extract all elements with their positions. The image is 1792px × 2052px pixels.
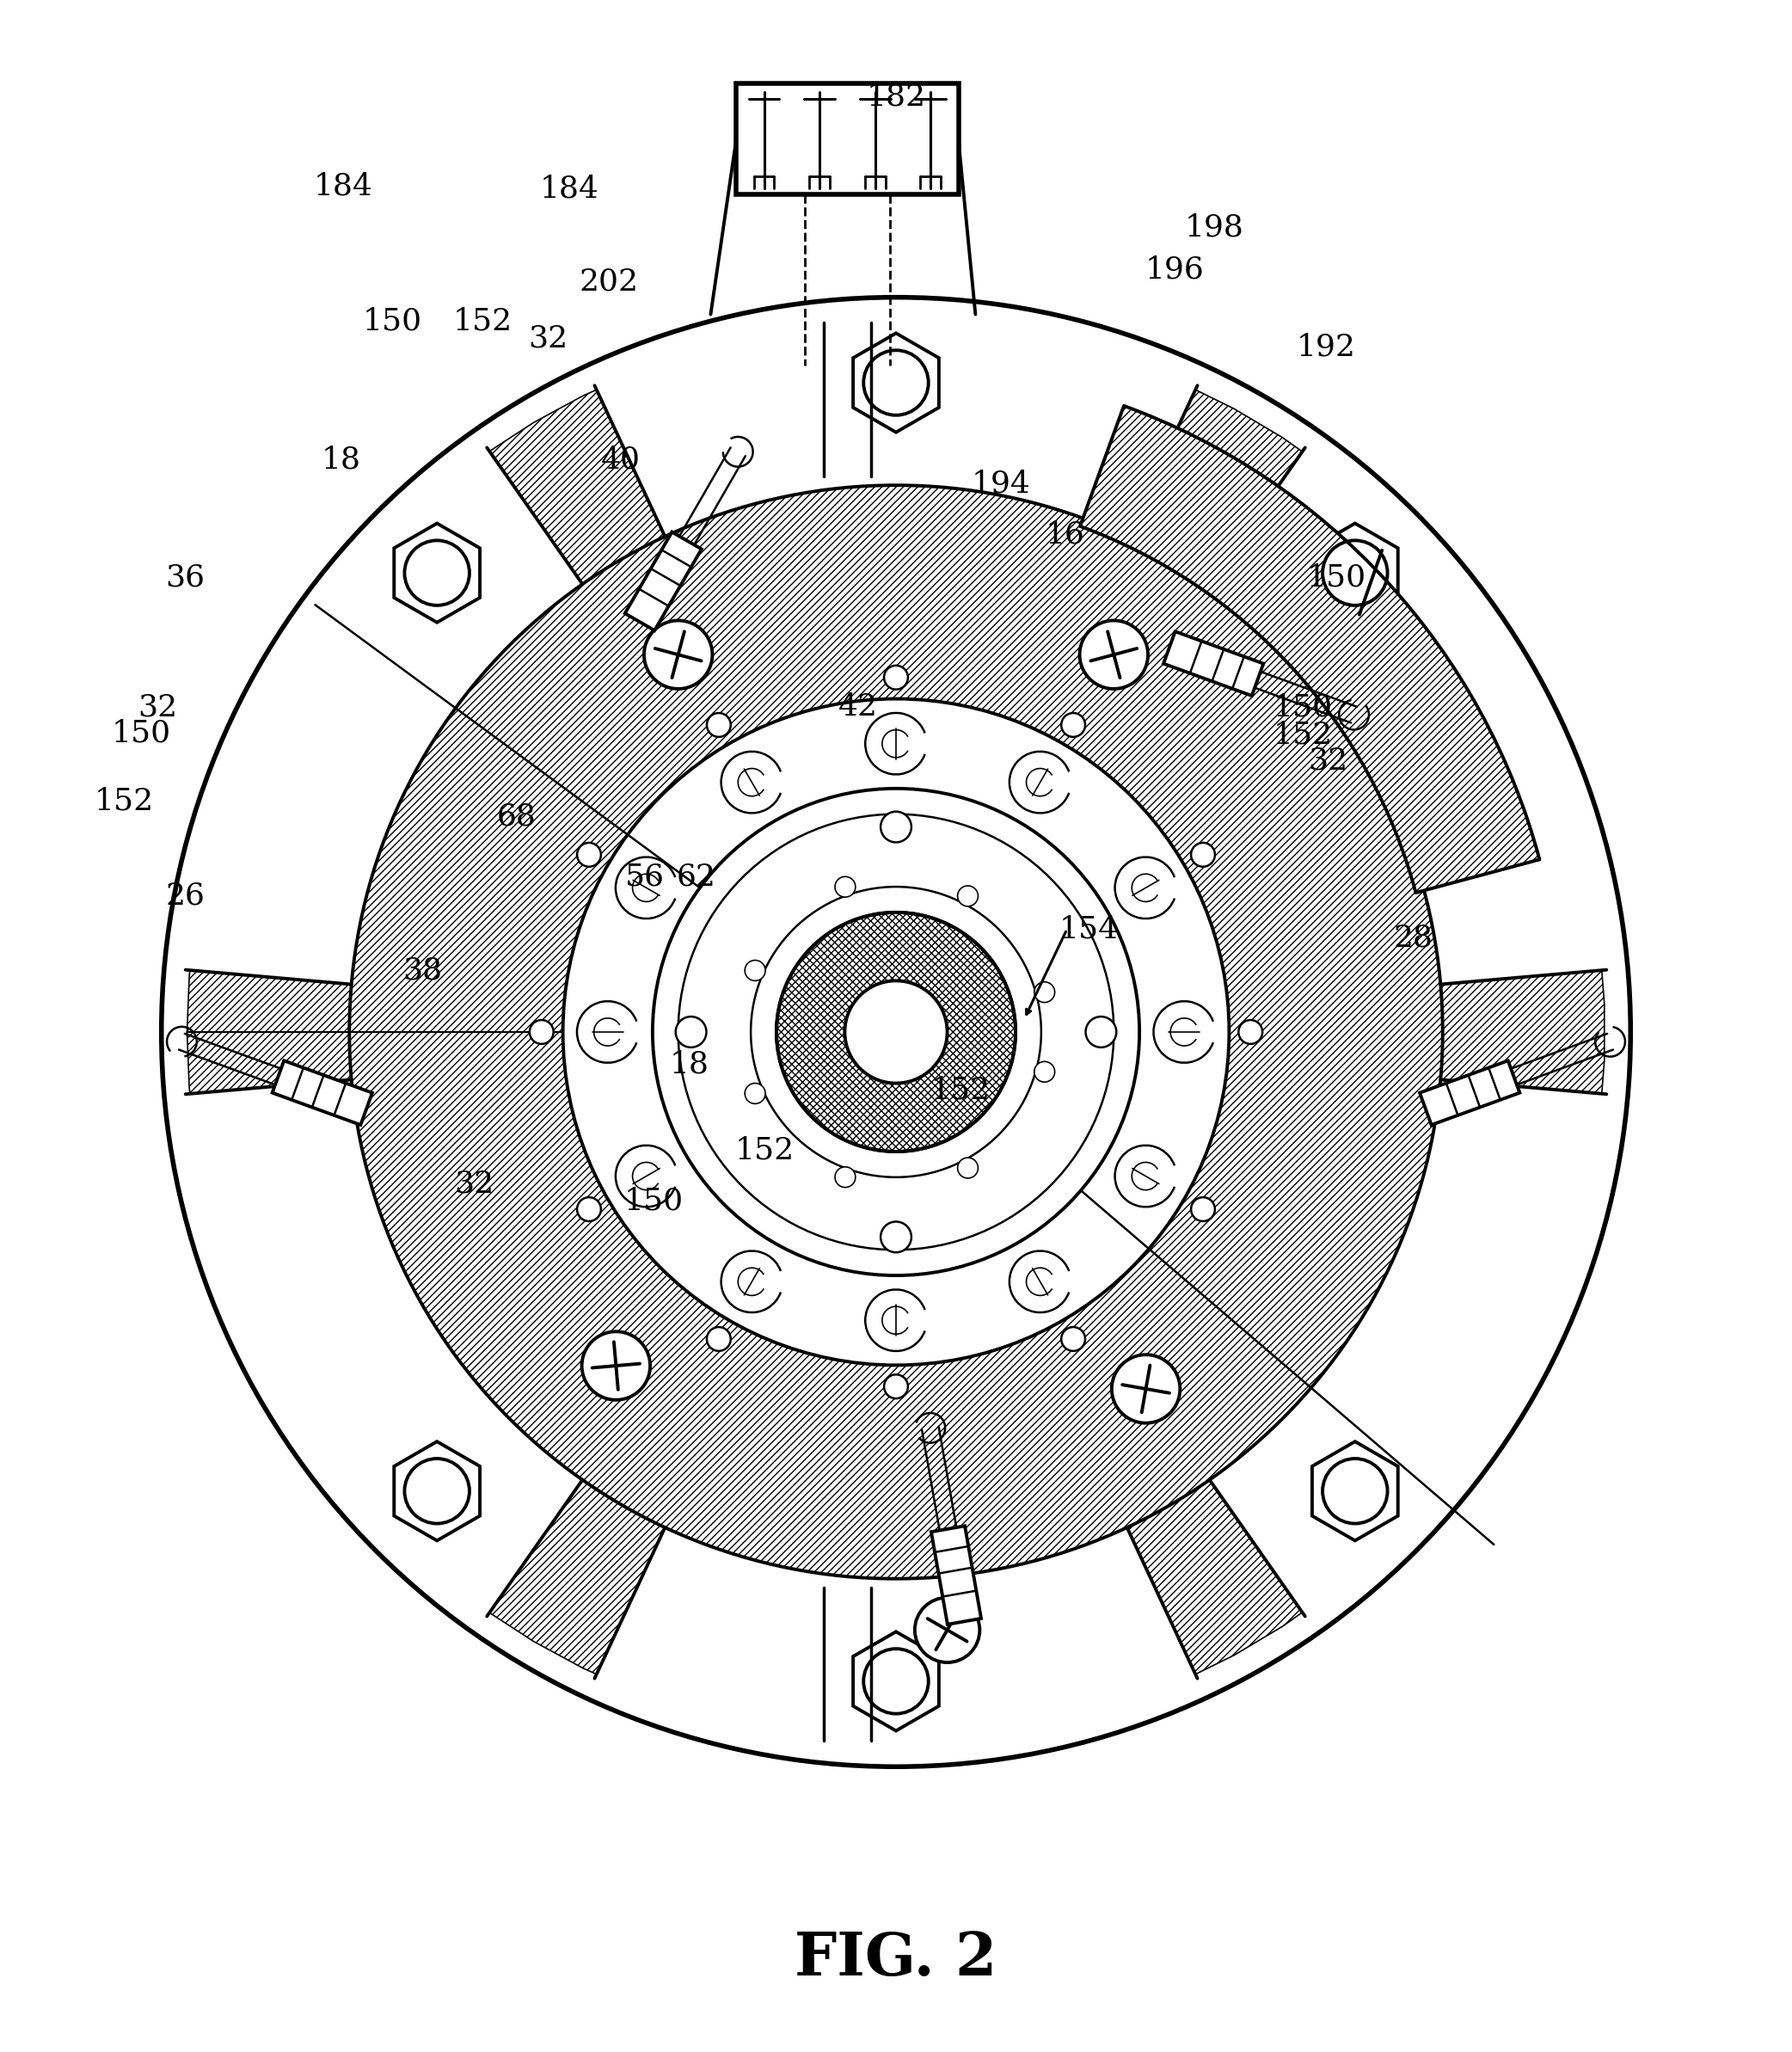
Text: 150: 150 xyxy=(624,1186,683,1215)
Circle shape xyxy=(880,1221,912,1252)
Text: 38: 38 xyxy=(403,956,443,985)
Circle shape xyxy=(1086,1016,1116,1047)
Circle shape xyxy=(835,876,855,897)
Circle shape xyxy=(706,1328,731,1350)
Circle shape xyxy=(864,1648,928,1713)
Circle shape xyxy=(1238,1020,1262,1044)
Circle shape xyxy=(1061,1328,1086,1350)
Circle shape xyxy=(745,1083,765,1104)
Polygon shape xyxy=(1081,406,1539,893)
Circle shape xyxy=(745,960,765,981)
Polygon shape xyxy=(1210,1079,1606,1617)
Text: 42: 42 xyxy=(839,694,878,722)
Polygon shape xyxy=(272,1061,373,1124)
Text: 184: 184 xyxy=(314,172,373,201)
Circle shape xyxy=(577,1196,600,1221)
Text: 26: 26 xyxy=(165,880,204,909)
Circle shape xyxy=(577,843,600,866)
Polygon shape xyxy=(186,447,582,985)
Text: 56: 56 xyxy=(625,862,665,891)
Circle shape xyxy=(835,1168,855,1188)
Circle shape xyxy=(1079,620,1149,689)
Polygon shape xyxy=(932,1527,982,1625)
Text: 150: 150 xyxy=(362,306,421,337)
Text: 152: 152 xyxy=(95,786,154,817)
Circle shape xyxy=(957,886,978,907)
Text: 202: 202 xyxy=(579,267,638,298)
Text: 32: 32 xyxy=(138,694,177,722)
Text: 28: 28 xyxy=(1394,923,1434,952)
Polygon shape xyxy=(1419,1061,1520,1124)
Text: 36: 36 xyxy=(165,562,204,593)
Text: 16: 16 xyxy=(1045,519,1084,550)
Text: 154: 154 xyxy=(1059,915,1118,944)
Polygon shape xyxy=(853,1631,939,1730)
Circle shape xyxy=(1034,983,1055,1003)
Circle shape xyxy=(530,1020,554,1044)
Text: 40: 40 xyxy=(600,445,642,474)
Text: 152: 152 xyxy=(932,1075,991,1104)
Polygon shape xyxy=(1312,523,1398,622)
Circle shape xyxy=(161,298,1631,1767)
Text: 182: 182 xyxy=(866,82,926,111)
Circle shape xyxy=(405,1459,470,1523)
Text: 32: 32 xyxy=(529,324,568,353)
Polygon shape xyxy=(625,531,701,630)
Circle shape xyxy=(844,981,948,1083)
Circle shape xyxy=(914,1599,980,1662)
Circle shape xyxy=(1034,1061,1055,1081)
Text: 68: 68 xyxy=(496,802,536,831)
Circle shape xyxy=(1061,712,1086,737)
Circle shape xyxy=(652,788,1140,1276)
Circle shape xyxy=(864,351,928,415)
Circle shape xyxy=(643,620,713,689)
Text: 32: 32 xyxy=(1308,745,1348,776)
Circle shape xyxy=(1322,540,1387,605)
Circle shape xyxy=(706,712,731,737)
Text: 32: 32 xyxy=(453,1170,495,1198)
Circle shape xyxy=(957,1157,978,1178)
Text: 150: 150 xyxy=(1272,694,1331,722)
Circle shape xyxy=(1322,1459,1387,1523)
Circle shape xyxy=(1111,1354,1179,1422)
Circle shape xyxy=(883,1375,909,1399)
Circle shape xyxy=(582,1332,650,1399)
Text: 150: 150 xyxy=(1306,562,1367,593)
Polygon shape xyxy=(595,318,1197,536)
Circle shape xyxy=(883,665,909,689)
Polygon shape xyxy=(776,913,1016,1151)
Polygon shape xyxy=(595,1527,1197,1746)
Polygon shape xyxy=(853,332,939,433)
Polygon shape xyxy=(394,1441,480,1541)
Bar xyxy=(737,84,959,195)
Text: 196: 196 xyxy=(1145,254,1204,285)
Polygon shape xyxy=(349,486,1443,1578)
Text: FIG. 2: FIG. 2 xyxy=(796,1931,996,1988)
Polygon shape xyxy=(1312,1441,1398,1541)
Text: 192: 192 xyxy=(1296,332,1355,361)
Text: 152: 152 xyxy=(735,1135,794,1163)
Text: 62: 62 xyxy=(676,862,715,891)
Polygon shape xyxy=(394,523,480,622)
Text: 198: 198 xyxy=(1185,213,1244,242)
Circle shape xyxy=(405,540,470,605)
Polygon shape xyxy=(186,1079,582,1617)
Polygon shape xyxy=(1163,632,1263,696)
Text: 150: 150 xyxy=(111,718,170,747)
Text: 152: 152 xyxy=(453,306,513,337)
Text: 18: 18 xyxy=(670,1051,710,1079)
Circle shape xyxy=(880,813,912,841)
Text: 184: 184 xyxy=(539,174,599,203)
Circle shape xyxy=(676,1016,706,1047)
Text: 18: 18 xyxy=(321,445,360,474)
Polygon shape xyxy=(1210,447,1606,985)
Polygon shape xyxy=(186,322,1604,1740)
Circle shape xyxy=(1192,1196,1215,1221)
Text: 152: 152 xyxy=(1272,720,1331,749)
Text: 194: 194 xyxy=(971,470,1030,499)
Circle shape xyxy=(1192,843,1215,866)
